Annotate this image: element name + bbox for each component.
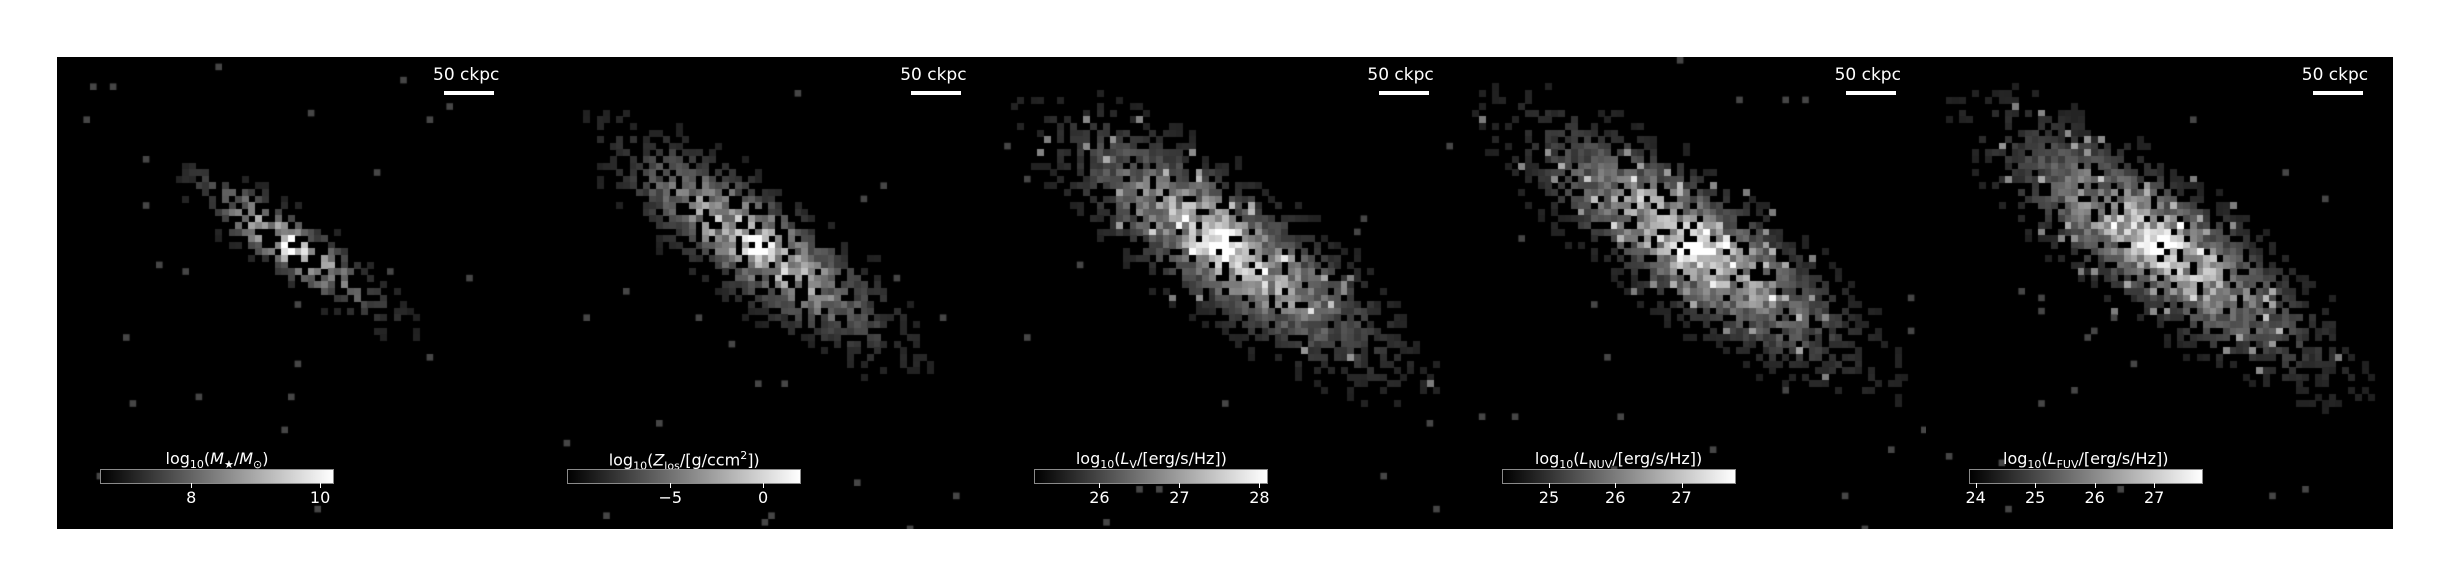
label-part: /[erg/s/Hz]) (1136, 449, 1227, 468)
galaxy-map (1458, 57, 1926, 529)
figure: 50 ckpc log10(M★/M⊙) 8 10 50 ckpc log10(Z… (57, 57, 2393, 529)
colorbar-tick-label: 8 (186, 488, 197, 507)
galaxy-map (524, 57, 992, 529)
label-part: Z (653, 450, 665, 470)
scalebar-line (1845, 91, 1896, 95)
colorbar-tick (1259, 483, 1261, 488)
colorbar-tick (2035, 483, 2037, 488)
colorbar-tick-label: 27 (2143, 488, 2165, 507)
label-part: ( (1573, 449, 1580, 468)
label-part: ( (2041, 449, 2048, 468)
label-part: 2 (740, 449, 748, 462)
colorbar-tick-label: 26 (1089, 488, 1110, 507)
label-part: /[erg/s/Hz]) (1612, 449, 1703, 468)
label-part: / (233, 449, 240, 468)
colorbar-tick (320, 483, 322, 488)
colorbar-label: log10(LNUV/[erg/s/Hz]) (1502, 449, 1736, 471)
label-part: /[erg/s/Hz]) (2078, 449, 2169, 468)
colorbar-tick (670, 483, 672, 488)
colorbar-tick (1975, 483, 1977, 488)
colorbar-tick-label: 24 (1965, 488, 1986, 507)
colorbar-tick-label: 26 (2084, 488, 2105, 507)
colorbar-label: log10(Zlos/[g/ccm2]) (567, 449, 801, 473)
label-part: NUV (1588, 458, 1613, 472)
colorbar-tick-label: 27 (1671, 488, 1692, 507)
label-part: /[g/ccm (679, 450, 741, 470)
colorbar-tick (1179, 483, 1181, 488)
panel-nuv-band: 50 ckpc log10(LNUV/[erg/s/Hz]) 25 26 27 (1458, 57, 1926, 529)
label-part: 10 (1559, 458, 1574, 472)
colorbar-label: log10(M★/M⊙) (100, 449, 334, 471)
label-part: 10 (189, 458, 204, 472)
label-part: 10 (1100, 458, 1115, 472)
colorbar-label: log10(LFUV/[erg/s/Hz]) (1969, 449, 2203, 471)
label-part: 10 (2027, 458, 2042, 472)
label-part: L (1579, 449, 1589, 468)
label-part: log (608, 450, 634, 470)
panel-stellar-mass: 50 ckpc log10(M★/M⊙) 8 10 (57, 57, 525, 529)
scalebar-line (911, 91, 962, 95)
colorbar-tick-label: 25 (2024, 488, 2046, 507)
label-part: V (1129, 458, 1137, 472)
colorbar-tick (1615, 483, 1617, 488)
label-part: ) (262, 449, 269, 468)
colorbar-tick (191, 483, 193, 488)
colorbar-tick-label: 28 (1249, 488, 1270, 507)
label-part: ]) (747, 450, 760, 470)
scalebar-label: 50 ckpc (433, 65, 500, 85)
label-part: ( (1114, 449, 1121, 468)
colorbar (1034, 469, 1269, 484)
panel-fuv-band: 50 ckpc log10(LFUV/[erg/s/Hz]) 24 25 26 27 (1925, 57, 2393, 529)
label-part: log (165, 449, 190, 468)
colorbar-tick (2094, 483, 2096, 488)
label-part: ( (647, 450, 654, 470)
label-part: FUV (2056, 458, 2079, 472)
label-part: log (1075, 449, 1101, 468)
colorbar-tick (1548, 483, 1550, 488)
scalebar-line (1378, 91, 1429, 95)
scalebar-line (2312, 91, 2363, 95)
colorbar-tick-label: 26 (1605, 488, 1626, 507)
colorbar-tick-label: 0 (757, 488, 769, 507)
panel-metal-column: 50 ckpc log10(Zlos/[g/ccm2]) −5 0 (524, 57, 992, 529)
galaxy-map (57, 57, 524, 529)
scalebar-label: 50 ckpc (1834, 65, 1901, 85)
label-part: ★ (223, 458, 234, 472)
label-part: log (1534, 449, 1560, 468)
colorbar-tick-label: 10 (309, 488, 331, 507)
label-part: ( (203, 449, 211, 468)
colorbar-label: log10(LV/[erg/s/Hz]) (1034, 449, 1268, 471)
label-part: M (210, 449, 224, 468)
colorbar (100, 469, 334, 484)
label-part: L (2047, 449, 2057, 468)
galaxy-map (991, 57, 1459, 529)
label-part: M (239, 449, 254, 468)
colorbar (1501, 469, 1736, 484)
colorbar-tick-label: −5 (658, 488, 683, 507)
galaxy-map (1925, 57, 2393, 529)
colorbar (567, 469, 802, 484)
colorbar (1968, 469, 2203, 484)
colorbar-tick-label: 27 (1169, 488, 1190, 507)
scalebar-label: 50 ckpc (2301, 65, 2369, 85)
label-part: ⊙ (253, 458, 263, 472)
scalebar-label: 50 ckpc (1367, 65, 1434, 85)
colorbar-tick (1099, 483, 1101, 488)
label-part: L (1120, 449, 1130, 468)
colorbar-tick (1681, 483, 1683, 488)
colorbar-tick (763, 483, 765, 488)
scalebar-label: 50 ckpc (900, 65, 967, 85)
label-part: log (2003, 449, 2028, 468)
colorbar-tick (2154, 483, 2156, 488)
colorbar-tick-label: 25 (1538, 488, 1560, 507)
scalebar-line (444, 91, 495, 95)
panel-v-band: 50 ckpc log10(LV/[erg/s/Hz]) 26 27 28 (991, 57, 1459, 529)
